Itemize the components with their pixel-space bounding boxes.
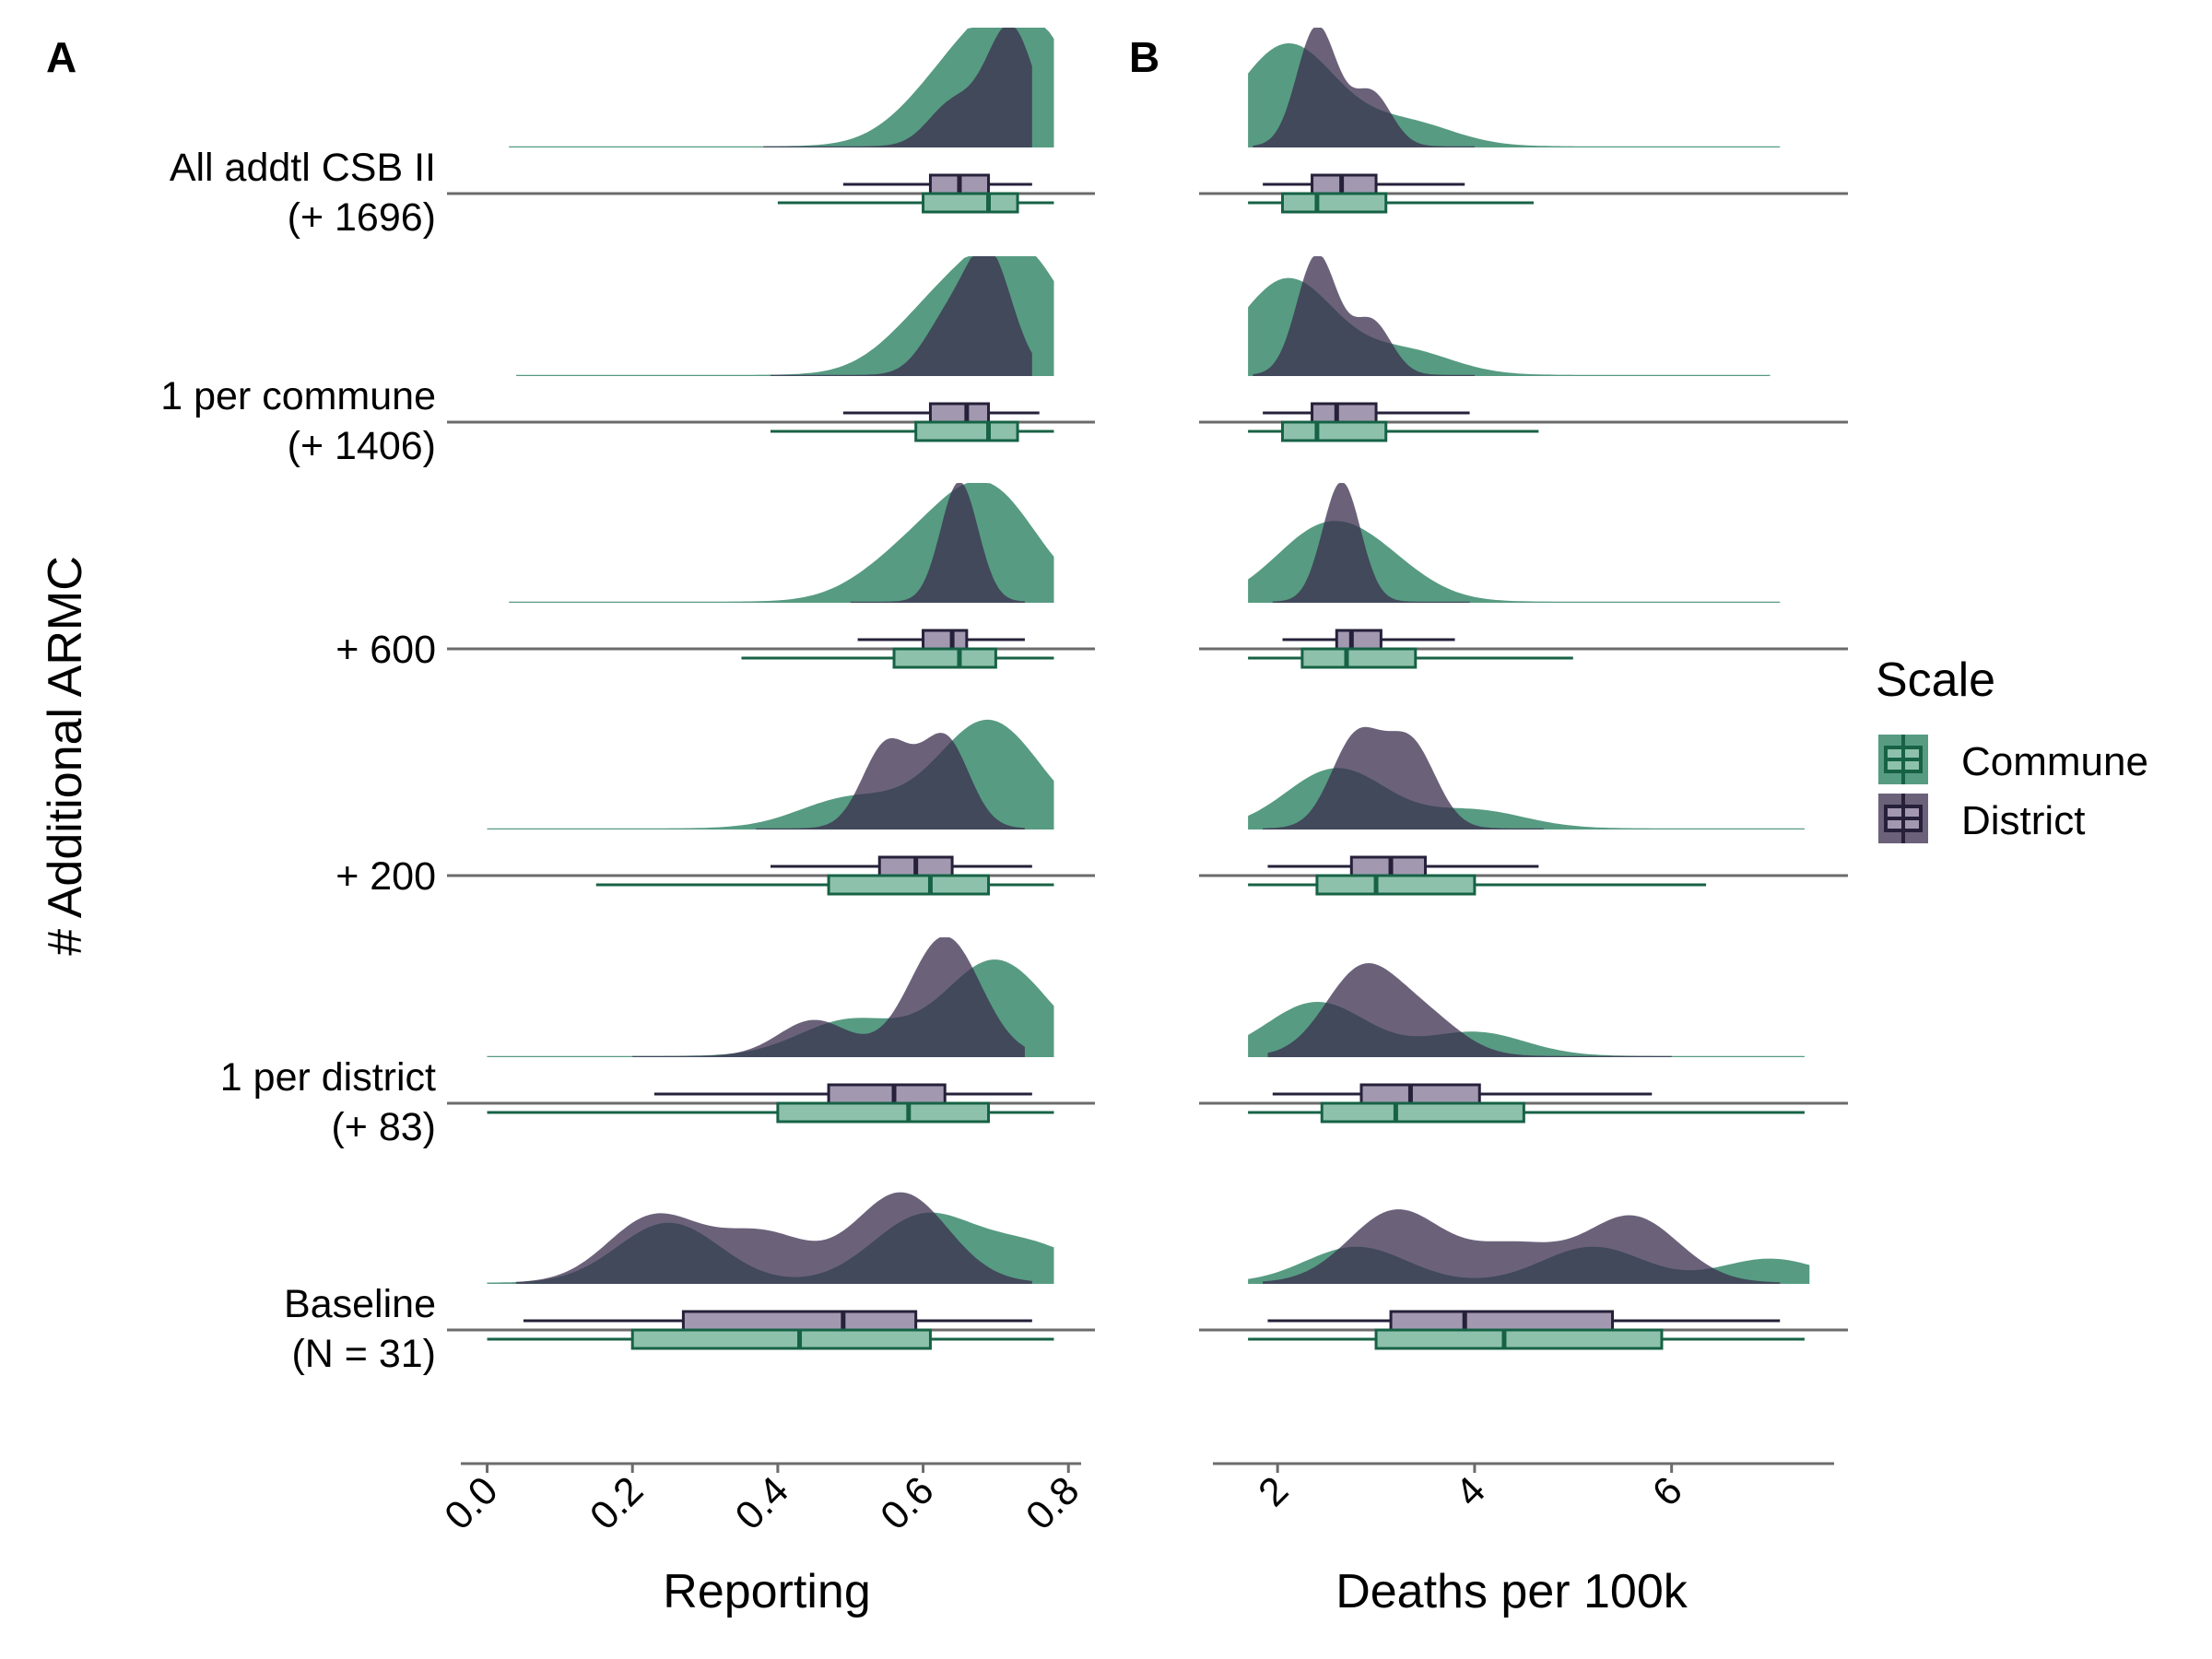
box-district-1-0	[1311, 173, 1378, 195]
y-axis-title: # Additional ARMC	[39, 556, 92, 956]
density-district-0-1	[771, 256, 1032, 376]
legend-key-commune: Commune	[1878, 735, 2148, 784]
legend-title: Scale	[1876, 653, 1995, 707]
category-labels: All addtl CSB II (+ 1696) 1 per commune (+ …	[160, 146, 436, 1376]
box-district-1-2	[1335, 629, 1382, 651]
x-tick-label-0-0: 0.0	[436, 1468, 506, 1538]
density-district-0-2	[850, 483, 1025, 603]
category-label-1-0: 1 per commune	[160, 374, 436, 418]
density-district-1-3	[1263, 726, 1544, 830]
box-district-1-4	[1359, 1083, 1481, 1105]
category-label-1-1: (+ 1406)	[288, 424, 436, 468]
box-district-0-5	[681, 1310, 918, 1332]
box-commune-0-3	[827, 874, 991, 896]
density-district-1-1	[1253, 256, 1475, 376]
density-district-0-3	[756, 733, 1025, 830]
density-commune-1-2	[1248, 521, 1781, 603]
box-commune-0-2	[892, 647, 997, 669]
legend: Scale Commune District	[1876, 653, 2148, 843]
box-commune-1-3	[1315, 874, 1477, 896]
box-district-0-1	[928, 402, 991, 424]
density-district-1-2	[1272, 483, 1470, 603]
category-label-0-0: All addtl CSB II	[170, 146, 436, 190]
box-commune-1-4	[1320, 1101, 1525, 1124]
box-commune-1-2	[1300, 647, 1418, 669]
category-label-4-1: (+ 83)	[331, 1105, 436, 1149]
x-tick-label-0-3: 0.6	[872, 1468, 942, 1538]
box-district-1-3	[1349, 855, 1427, 877]
density-district-1-4	[1267, 963, 1672, 1057]
box-commune-0-1	[914, 420, 1019, 442]
density-district-0-4	[632, 937, 1025, 1057]
panel-letter-a: A	[46, 33, 76, 81]
density-commune-0-1	[516, 256, 1054, 376]
density-district-0-5	[516, 1192, 1032, 1284]
density-commune-0-2	[509, 483, 1054, 603]
category-label-4-0: 1 per district	[220, 1055, 436, 1100]
x-tick-label-1-2: 6	[1644, 1468, 1691, 1515]
legend-key-district: District	[1878, 794, 2085, 843]
category-label-2-0: + 600	[335, 628, 436, 672]
legend-label-district: District	[1961, 798, 2085, 843]
box-commune-1-5	[1374, 1328, 1664, 1350]
box-district-1-5	[1389, 1310, 1615, 1332]
x-tick-label-1-1: 4	[1447, 1468, 1494, 1515]
box-commune-0-4	[776, 1101, 991, 1124]
box-district-0-4	[827, 1083, 947, 1105]
category-label-0-1: (+ 1696)	[288, 195, 436, 240]
box-commune-0-5	[630, 1328, 932, 1350]
box-commune-1-1	[1281, 420, 1388, 442]
category-label-5-0: Baseline	[284, 1282, 436, 1326]
panel-a-plot: 0.0 0.2 0.4 0.6 0.8	[436, 28, 1095, 1538]
panel-letter-b: B	[1129, 33, 1159, 81]
density-district-1-0	[1253, 28, 1475, 147]
x-axis-title-b: Deaths per 100k	[1335, 1565, 1688, 1618]
density-commune-0-0	[509, 28, 1054, 147]
panel-b-plot: 2 4 6	[1199, 28, 1848, 1515]
density-district-0-0	[763, 28, 1032, 147]
x-tick-label-0-2: 0.4	[727, 1468, 797, 1538]
legend-label-commune: Commune	[1961, 739, 2148, 784]
category-label-3-0: + 200	[335, 854, 436, 899]
box-district-0-2	[922, 629, 969, 651]
box-commune-1-0	[1281, 192, 1388, 214]
box-commune-0-0	[922, 192, 1019, 214]
x-tick-label-1-0: 2	[1250, 1468, 1297, 1515]
x-axis-title-a: Reporting	[663, 1565, 870, 1618]
box-district-1-1	[1311, 402, 1378, 424]
x-tick-label-0-1: 0.2	[582, 1468, 652, 1538]
x-tick-label-0-4: 0.8	[1018, 1468, 1088, 1538]
category-label-5-1: (N = 31)	[291, 1332, 436, 1376]
density-district-1-5	[1263, 1209, 1781, 1284]
